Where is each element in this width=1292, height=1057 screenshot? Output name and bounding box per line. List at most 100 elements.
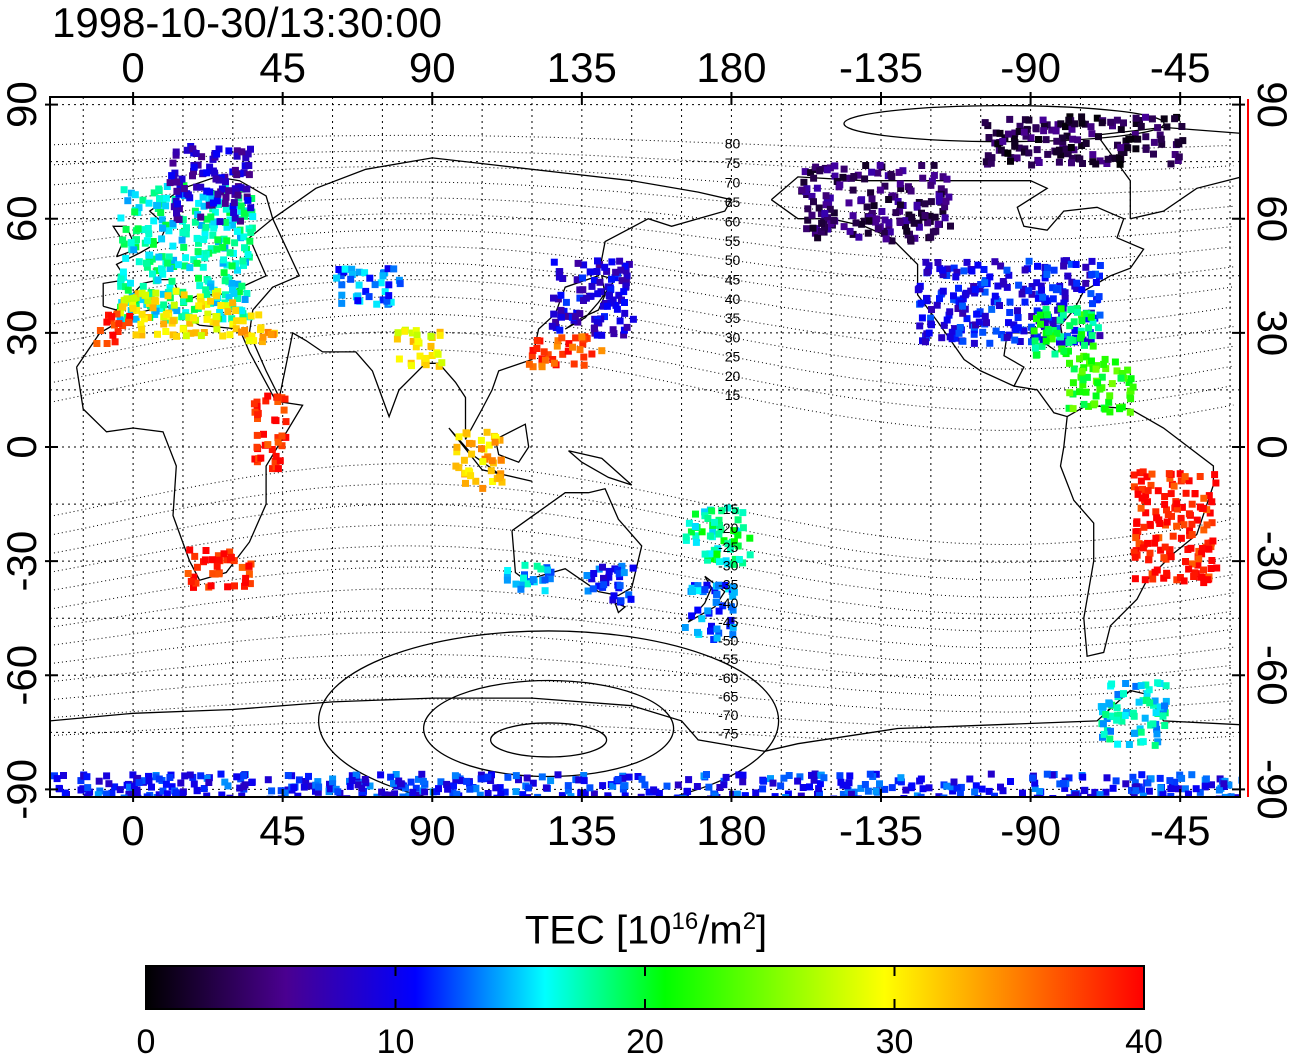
tec-sample (902, 222, 909, 230)
tec-sample (282, 433, 290, 441)
tec-sample (1146, 520, 1154, 528)
tec-sample (158, 235, 166, 243)
tec-sample (730, 538, 738, 546)
colorbar-title: TEC [1016/m2] (0, 908, 1292, 953)
tec-sample (170, 301, 178, 309)
tec-sample (453, 443, 461, 451)
tec-sample (1080, 787, 1088, 795)
tec-sample (623, 272, 631, 280)
tec-sample (173, 178, 181, 186)
tec-sample (823, 166, 831, 174)
tec-sample (145, 199, 153, 207)
tec-sample (116, 316, 124, 323)
tec-sample (366, 274, 374, 282)
tec-sample (1078, 367, 1086, 375)
tec-sample (980, 266, 988, 273)
tec-sample (217, 770, 225, 778)
tec-sample (605, 291, 613, 299)
tec-sample (861, 781, 869, 788)
tec-sample (846, 772, 854, 780)
tec-sample (1021, 298, 1029, 306)
tec-sample (379, 296, 387, 304)
tec-sample (1132, 114, 1140, 122)
tec-sample (111, 783, 119, 791)
longitude-labels-bottom: 0 45 90 135 180 -135 -90 -45 (121, 807, 1210, 854)
tec-sample (1080, 400, 1088, 408)
tec-sample (1185, 565, 1193, 573)
tec-sample (111, 338, 119, 346)
tec-sample (199, 263, 207, 271)
tec-sample (1045, 327, 1053, 335)
tec-sample (493, 794, 501, 797)
tec-sample (241, 578, 249, 586)
tec-sample (523, 774, 531, 782)
tec-sample (704, 556, 711, 564)
tec-sample (1014, 307, 1021, 315)
tec-sample (858, 220, 866, 228)
tec-sample (609, 596, 617, 604)
tec-sample (1053, 137, 1061, 145)
tec-sample (1020, 285, 1027, 293)
tec-sample (159, 787, 167, 795)
tec-sample (769, 779, 777, 787)
tec-sample (1088, 332, 1096, 340)
tec-sample (552, 318, 560, 326)
tec-sample (271, 458, 279, 465)
lon-label-top: 45 (259, 44, 306, 91)
tec-sample (189, 172, 196, 180)
tec-sample (1199, 504, 1207, 512)
lon-label-top: -135 (839, 44, 923, 91)
tec-sample (849, 212, 857, 220)
tec-sample (362, 287, 370, 295)
tec-sample (1049, 284, 1057, 292)
tec-sample (124, 286, 132, 294)
tec-sample (629, 315, 637, 323)
tec-sample (1068, 159, 1075, 167)
magnetic-latitude-contour (50, 150, 1234, 173)
tec-sample (222, 178, 229, 186)
tec-sample (202, 286, 210, 294)
tec-sample (972, 321, 979, 329)
tec-sample (166, 774, 174, 781)
tec-sample (839, 790, 847, 797)
tec-sample (1057, 305, 1065, 313)
tec-sample (354, 292, 362, 300)
tec-sample (201, 556, 209, 564)
tec-sample (1201, 782, 1209, 790)
tec-sample (1148, 115, 1156, 123)
tec-sample (234, 191, 242, 199)
tec-sample (164, 292, 172, 300)
tec-sample (881, 182, 889, 190)
tec-sample (211, 208, 219, 216)
tec-sample (731, 555, 739, 563)
tec-sample (137, 320, 145, 328)
tec-sample (1105, 398, 1113, 406)
tec-sample (554, 295, 562, 303)
tec-sample (1205, 492, 1213, 500)
tec-sample (205, 779, 213, 786)
tec-sample (698, 528, 706, 536)
tec-sample (1163, 123, 1171, 131)
tec-sample (1080, 364, 1088, 372)
tec-sample (184, 570, 192, 577)
tec-sample (576, 346, 584, 354)
tec-sample (1085, 324, 1093, 332)
tec-sample (1161, 493, 1169, 500)
tec-sample (1096, 157, 1104, 165)
tec-sample (1106, 712, 1114, 720)
tec-sample (1193, 516, 1201, 524)
tec-sample (386, 791, 394, 797)
tec-sample (620, 331, 628, 339)
tec-sample (1120, 690, 1127, 698)
tec-sample (1182, 489, 1190, 497)
tec-sample (203, 315, 211, 323)
tec-sample (1077, 334, 1084, 342)
tec-sample (1101, 355, 1109, 363)
tec-sample (1087, 290, 1095, 298)
contour-label: 75 (725, 155, 741, 171)
tec-sample (1067, 144, 1075, 151)
tec-sample (103, 340, 111, 347)
magnetic-latitude-contour (50, 296, 1234, 370)
tec-sample (131, 208, 139, 216)
tec-sample (928, 306, 935, 313)
